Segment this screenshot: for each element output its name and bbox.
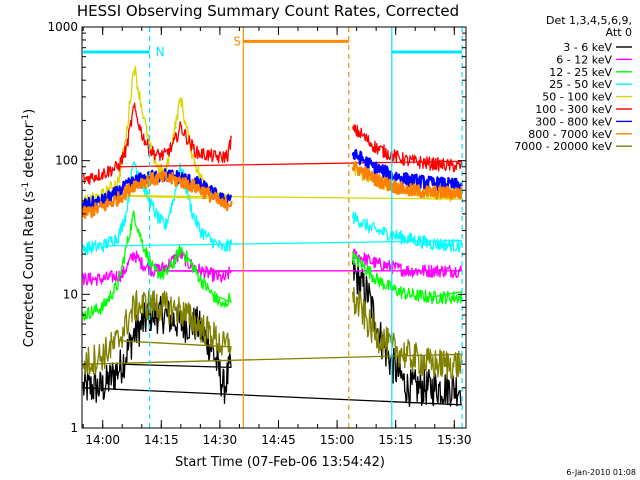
plot-area: NS — [82, 27, 464, 428]
y-axis-label: Corrected Count Rate (s-1 detector-1) — [21, 109, 37, 347]
plot-frame — [81, 26, 467, 429]
y-axis-label-end: ) — [22, 109, 37, 114]
y-tick-label: 1000 — [47, 20, 78, 34]
series-line-9-seg2 — [83, 286, 463, 380]
y-axis-label-sup2: -1 — [21, 114, 31, 123]
legend-label: 100 - 300 keV — [535, 103, 612, 116]
legend-label: 3 - 6 keV — [563, 41, 612, 54]
x-tick-label: 15:15 — [378, 433, 413, 447]
legend-label: 12 - 25 keV — [549, 66, 612, 79]
series-line-1-seg2 — [83, 256, 463, 407]
x-tick-label: 15:00 — [320, 433, 355, 447]
series-line-1-seg1 — [82, 295, 232, 404]
legend-label: 25 - 50 keV — [549, 78, 612, 91]
y-tick-label: 100 — [55, 154, 78, 168]
y-axis-label-sup1: -1 — [21, 182, 31, 191]
chart-title: HESSI Observing Summary Count Rates, Cor… — [77, 2, 459, 20]
series-line-8-seg1 — [82, 170, 233, 219]
legend-label: 800 - 7000 keV — [528, 128, 612, 141]
series-line-6-seg2 — [118, 124, 463, 173]
x-axis-label: Start Time (07-Feb-06 13:54:42) — [175, 455, 385, 470]
x-tick-label: 14:00 — [85, 433, 120, 447]
legend-header-1: Det 1,3,4,5,6,9, — [546, 14, 632, 27]
series-line-8-seg2 — [351, 161, 464, 200]
x-tick-label: 14:45 — [261, 433, 296, 447]
y-tick-label: 1 — [70, 421, 78, 435]
y-tick-label: 10 — [63, 287, 78, 301]
legend-label: 300 - 800 keV — [535, 115, 612, 128]
x-tick-label: 15:30 — [437, 433, 472, 447]
x-tick-label: 14:30 — [203, 433, 238, 447]
annotation-label: S — [233, 34, 241, 48]
footer-date: 6-Jan-2010 01:08 — [566, 468, 636, 477]
series-line-4-seg1 — [82, 161, 233, 256]
series-line-9-seg1 — [82, 289, 232, 376]
series-line-6-seg1 — [82, 102, 233, 185]
annotation-label: N — [156, 45, 165, 59]
x-tick-label: 14:15 — [144, 433, 179, 447]
legend-header-2: Att 0 — [606, 26, 632, 39]
series-line-3-seg1 — [82, 210, 232, 321]
legend-label: 50 - 100 keV — [542, 91, 612, 104]
y-axis-label-mid: detector — [22, 122, 37, 182]
series-line-2-seg2 — [153, 248, 463, 279]
axis-ticks: 1 10 100 1000 14:00 14:15 14:30 14:45 15:00 15:15… — [47, 20, 471, 447]
legend-label: 7000 - 20000 keV — [514, 140, 612, 153]
legend-label: 6 - 12 keV — [556, 53, 612, 66]
y-axis-label-main: Corrected Count Rate (s — [22, 191, 37, 348]
series-line-7-seg2 — [351, 149, 464, 193]
series-line-4-seg2 — [102, 211, 463, 253]
series-line-3-seg2 — [352, 251, 463, 305]
